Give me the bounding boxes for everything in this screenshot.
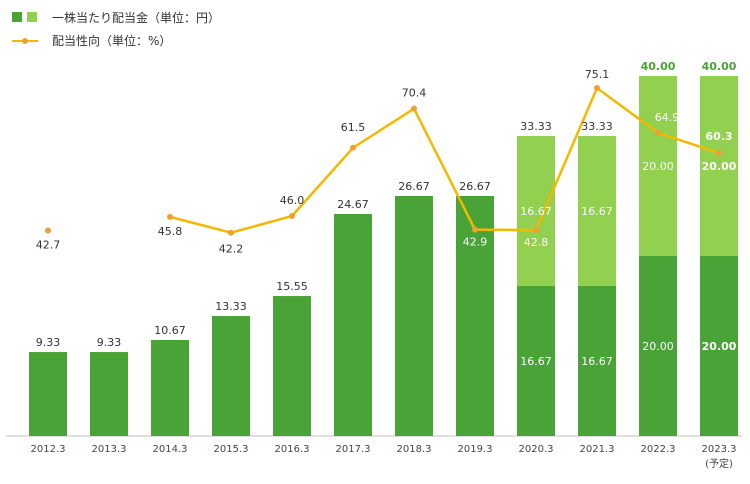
payout-label-2014.3: 45.8 <box>158 225 183 238</box>
payout-point-2016.3 <box>289 213 295 219</box>
legend-label-payout: 配当性向（単位：%） <box>52 33 171 48</box>
bar-light-2021.3 <box>578 135 616 286</box>
tick-label-2016.3: 2016.3 <box>275 444 310 455</box>
labels-layer: 9.33 9.33 10.67 13.33 15.55 24.67 26.67 26.67 16… <box>36 60 737 368</box>
payout-point-2012.3 <box>45 227 51 234</box>
legend-label-dividend: 一株当たり配当金（単位：円） <box>52 10 220 25</box>
label-dark-2018.3: 26.67 <box>398 180 430 193</box>
payout-label-2020.3: 42.8 <box>524 236 549 249</box>
payout-label-2022.3: 64.9 <box>655 111 680 124</box>
bar-dark-2020.3 <box>517 285 555 436</box>
bar-dark-2012.3 <box>29 352 67 436</box>
payout-label-2018.3: 70.4 <box>402 87 427 100</box>
tick-label-2014.3: 2014.3 <box>153 444 188 455</box>
tick-label-2021.3: 2021.3 <box>580 444 615 455</box>
label-dark-2019.3: 26.67 <box>459 180 491 193</box>
label-dark-2015.3: 13.33 <box>215 300 247 313</box>
label-dark-2020.3: 16.67 <box>520 355 552 368</box>
label-dark-2012.3: 9.33 <box>36 336 61 349</box>
legend-marker-payout <box>22 38 28 44</box>
payout-label-2016.3: 46.0 <box>280 194 305 207</box>
payout-label-2019.3: 42.9 <box>463 236 488 249</box>
bar-dark-2017.3 <box>334 213 372 436</box>
bar-light-2020.3 <box>517 135 555 286</box>
payout-line-segment-1 <box>169 86 720 234</box>
bar-dark-2019.3 <box>456 195 494 436</box>
bar-dark-2021.3 <box>578 285 616 436</box>
tick-label-2020.3: 2020.3 <box>519 444 554 455</box>
label-dark-2022.3: 20.00 <box>642 340 674 353</box>
bar-light-2022.3 <box>639 76 677 256</box>
label-light-2023.3: 20.00 <box>702 160 737 173</box>
label-total-2020.3: 33.33 <box>520 120 552 133</box>
tick-label-2015.3: 2015.3 <box>214 444 249 455</box>
label-light-2022.3: 20.00 <box>642 160 674 173</box>
label-dark-2017.3: 24.67 <box>337 198 369 211</box>
tick-label-2022.3: 2022.3 <box>641 444 676 455</box>
label-light-2021.3: 16.67 <box>581 205 613 218</box>
payout-label-2015.3: 42.2 <box>219 243 244 256</box>
label-dark-2021.3: 16.67 <box>581 355 613 368</box>
bar-dark-2014.3 <box>151 339 189 436</box>
payout-point-2022.3 <box>655 129 661 136</box>
payout-point-2021.3 <box>594 84 600 91</box>
payout-point-2014.3 <box>167 213 173 220</box>
bar-dark-2018.3 <box>395 195 433 436</box>
tick-label-2023.3: 2023.3 <box>702 444 737 455</box>
label-dark-2013.3: 9.33 <box>97 336 122 349</box>
label-dark-2014.3: 10.67 <box>154 324 186 337</box>
label-total-2021.3: 33.33 <box>581 120 613 133</box>
legend-swatch-light-green <box>27 12 37 22</box>
payout-label-2017.3: 61.5 <box>341 121 366 134</box>
payout-label-2012.3: 42.7 <box>36 239 61 252</box>
tick-note-2023.3: (予定) <box>705 457 733 470</box>
bar-dark-2015.3 <box>212 316 250 436</box>
tick-label-2013.3: 2013.3 <box>92 444 127 455</box>
legend: 一株当たり配当金（単位：円） 配当性向（単位：%） <box>12 10 220 48</box>
label-dark-2016.3: 15.55 <box>276 280 308 293</box>
tick-label-2017.3: 2017.3 <box>336 444 371 455</box>
legend-swatch-dark-green <box>12 12 22 22</box>
bar-light-2023.3 <box>700 76 738 256</box>
payout-point-2020.3 <box>533 227 539 234</box>
bar-dark-2023.3 <box>700 256 738 436</box>
bars-layer <box>29 76 738 436</box>
tick-label-2019.3: 2019.3 <box>458 444 493 455</box>
label-total-2022.3: 40.00 <box>641 60 676 73</box>
tick-label-2018.3: 2018.3 <box>397 444 432 455</box>
payout-point-2019.3 <box>472 226 478 233</box>
payout-point-2018.3 <box>411 105 417 112</box>
payout-label-2023.3: 60.3 <box>705 130 732 143</box>
label-light-2020.3: 16.67 <box>520 205 552 218</box>
payout-point-2015.3 <box>228 229 234 236</box>
bar-dark-2016.3 <box>273 296 311 436</box>
payout-label-2021.3: 75.1 <box>585 68 610 81</box>
bar-dark-2013.3 <box>90 352 128 436</box>
x-axis-ticks: 2012.3 2013.3 2014.3 2015.3 2016.3 2017.3 2018… <box>31 444 737 470</box>
payout-point-2023.3 <box>716 150 722 157</box>
payout-point-2017.3 <box>350 144 356 151</box>
bar-dark-2022.3 <box>639 256 677 436</box>
payout-line-layer <box>45 84 722 236</box>
tick-label-2012.3: 2012.3 <box>31 444 66 455</box>
label-total-2023.3: 40.00 <box>702 60 737 73</box>
label-dark-2023.3: 20.00 <box>702 340 737 353</box>
